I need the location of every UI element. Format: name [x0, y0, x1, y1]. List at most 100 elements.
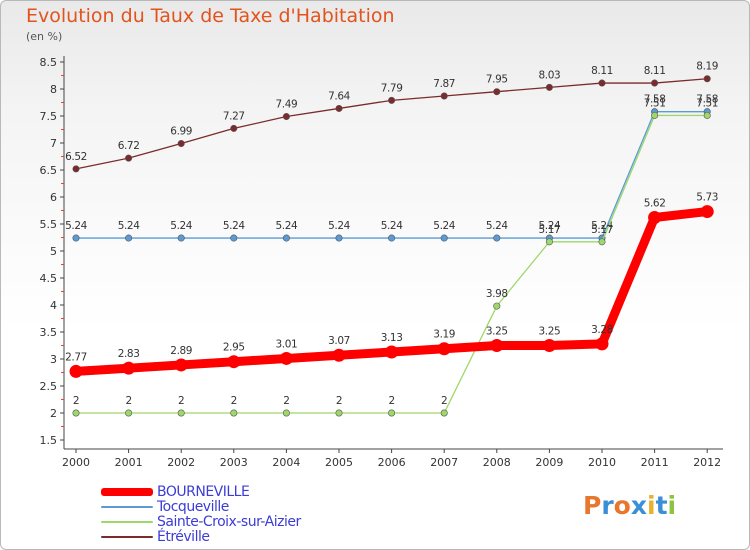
data-point	[282, 409, 290, 417]
data-point	[598, 79, 606, 87]
data-point	[651, 79, 659, 87]
data-point	[493, 234, 501, 242]
proxiti-logo: Proxiti	[583, 491, 676, 520]
data-label: 7.79	[381, 82, 403, 94]
y-tick-label: 2	[50, 407, 57, 420]
data-point	[440, 92, 448, 100]
data-label: 5.24	[381, 220, 403, 232]
legend-item: BOURNEVILLE	[101, 483, 301, 500]
data-label: 3.19	[433, 329, 455, 341]
data-label: 7.49	[276, 99, 298, 111]
data-point	[125, 409, 133, 417]
data-label: 5.24	[433, 220, 455, 232]
data-label: 8.03	[539, 69, 561, 81]
data-point	[230, 124, 238, 132]
data-label: 6.99	[170, 126, 192, 138]
data-point	[177, 234, 185, 242]
data-label: 5.24	[328, 220, 350, 232]
data-point	[282, 113, 290, 121]
data-label: 5.24	[276, 220, 298, 232]
legend-item: Sainte-Croix-sur-Aizier	[101, 513, 301, 530]
x-tick-label: 2011	[641, 456, 669, 469]
y-tick-label: 6	[50, 191, 57, 204]
data-label: 2	[178, 395, 184, 407]
data-point	[72, 234, 80, 242]
legend-swatch	[101, 520, 153, 523]
logo-letter: P	[583, 491, 602, 520]
data-label: 2.89	[170, 345, 192, 357]
y-tick-label: 4	[50, 299, 57, 312]
y-tick-label: 3.5	[40, 326, 58, 339]
data-point	[335, 409, 343, 417]
data-point	[542, 339, 556, 352]
y-tick-label: 5.5	[40, 218, 58, 231]
y-tick-label: 7	[50, 137, 57, 150]
x-tick-label: 2007	[430, 456, 458, 469]
data-label: 5.17	[591, 224, 613, 236]
legend-label: Étréville	[157, 528, 210, 545]
x-tick-label: 2002	[167, 456, 195, 469]
data-point	[385, 345, 399, 359]
y-tick-label: 4.5	[40, 272, 58, 285]
data-label: 8.11	[644, 65, 666, 77]
data-label: 3.28	[591, 324, 613, 336]
x-tick-label: 2006	[378, 456, 406, 469]
data-label: 2	[125, 395, 131, 407]
legend-label: Sainte-Croix-sur-Aizier	[157, 513, 301, 530]
legend-item: Étréville	[101, 528, 301, 545]
legend-item: Tocqueville	[101, 499, 301, 515]
data-point	[72, 409, 80, 417]
data-point	[703, 111, 711, 119]
data-label: 3.25	[486, 326, 508, 338]
y-tick-label: 2.5	[40, 380, 58, 393]
data-label: 5.73	[696, 192, 718, 204]
data-point	[72, 165, 80, 173]
data-point	[440, 409, 448, 417]
data-point	[122, 361, 136, 375]
y-tick-label: 8.5	[40, 56, 58, 69]
data-label: 2	[283, 395, 289, 407]
data-label: 5.24	[65, 220, 87, 232]
chart-legend: BOURNEVILLE Tocqueville Sainte-Croix-sur-A…	[101, 483, 301, 545]
logo-letter: o	[613, 491, 631, 520]
x-tick-label: 2008	[483, 456, 511, 469]
data-label: 7.51	[696, 97, 718, 109]
data-point	[125, 154, 133, 162]
data-point	[595, 337, 609, 351]
logo-letter: i	[667, 491, 677, 520]
data-label: 2.95	[223, 342, 245, 354]
data-label: 3.98	[486, 288, 508, 300]
data-label: 7.64	[328, 90, 350, 102]
y-tick-label: 5	[50, 245, 57, 258]
y-tick-label: 6.5	[40, 164, 58, 177]
data-point	[651, 111, 659, 119]
data-point	[648, 211, 662, 225]
data-label: 5.24	[118, 220, 140, 232]
data-point	[490, 339, 504, 352]
data-label: 6.52	[65, 151, 87, 163]
legend-label: BOURNEVILLE	[157, 483, 250, 500]
data-point	[493, 302, 501, 310]
data-point	[230, 409, 238, 417]
x-tick-label: 2012	[693, 456, 721, 469]
data-label: 2.83	[118, 348, 140, 360]
data-label: 8.19	[696, 61, 718, 73]
data-label: 3.01	[276, 338, 298, 350]
data-point	[598, 238, 606, 246]
data-point	[545, 83, 553, 91]
data-point	[388, 409, 396, 417]
data-point	[700, 205, 714, 219]
data-label: 5.24	[170, 220, 192, 232]
data-label: 2	[441, 395, 447, 407]
data-point	[227, 355, 241, 369]
y-tick-label: 1.5	[40, 434, 58, 447]
data-point	[177, 140, 185, 148]
data-label: 7.58	[644, 94, 666, 106]
data-point	[332, 348, 346, 362]
data-point	[174, 358, 188, 372]
data-label: 7.58	[696, 94, 718, 106]
data-label: 7.87	[433, 78, 455, 90]
data-label: 5.17	[539, 224, 561, 236]
